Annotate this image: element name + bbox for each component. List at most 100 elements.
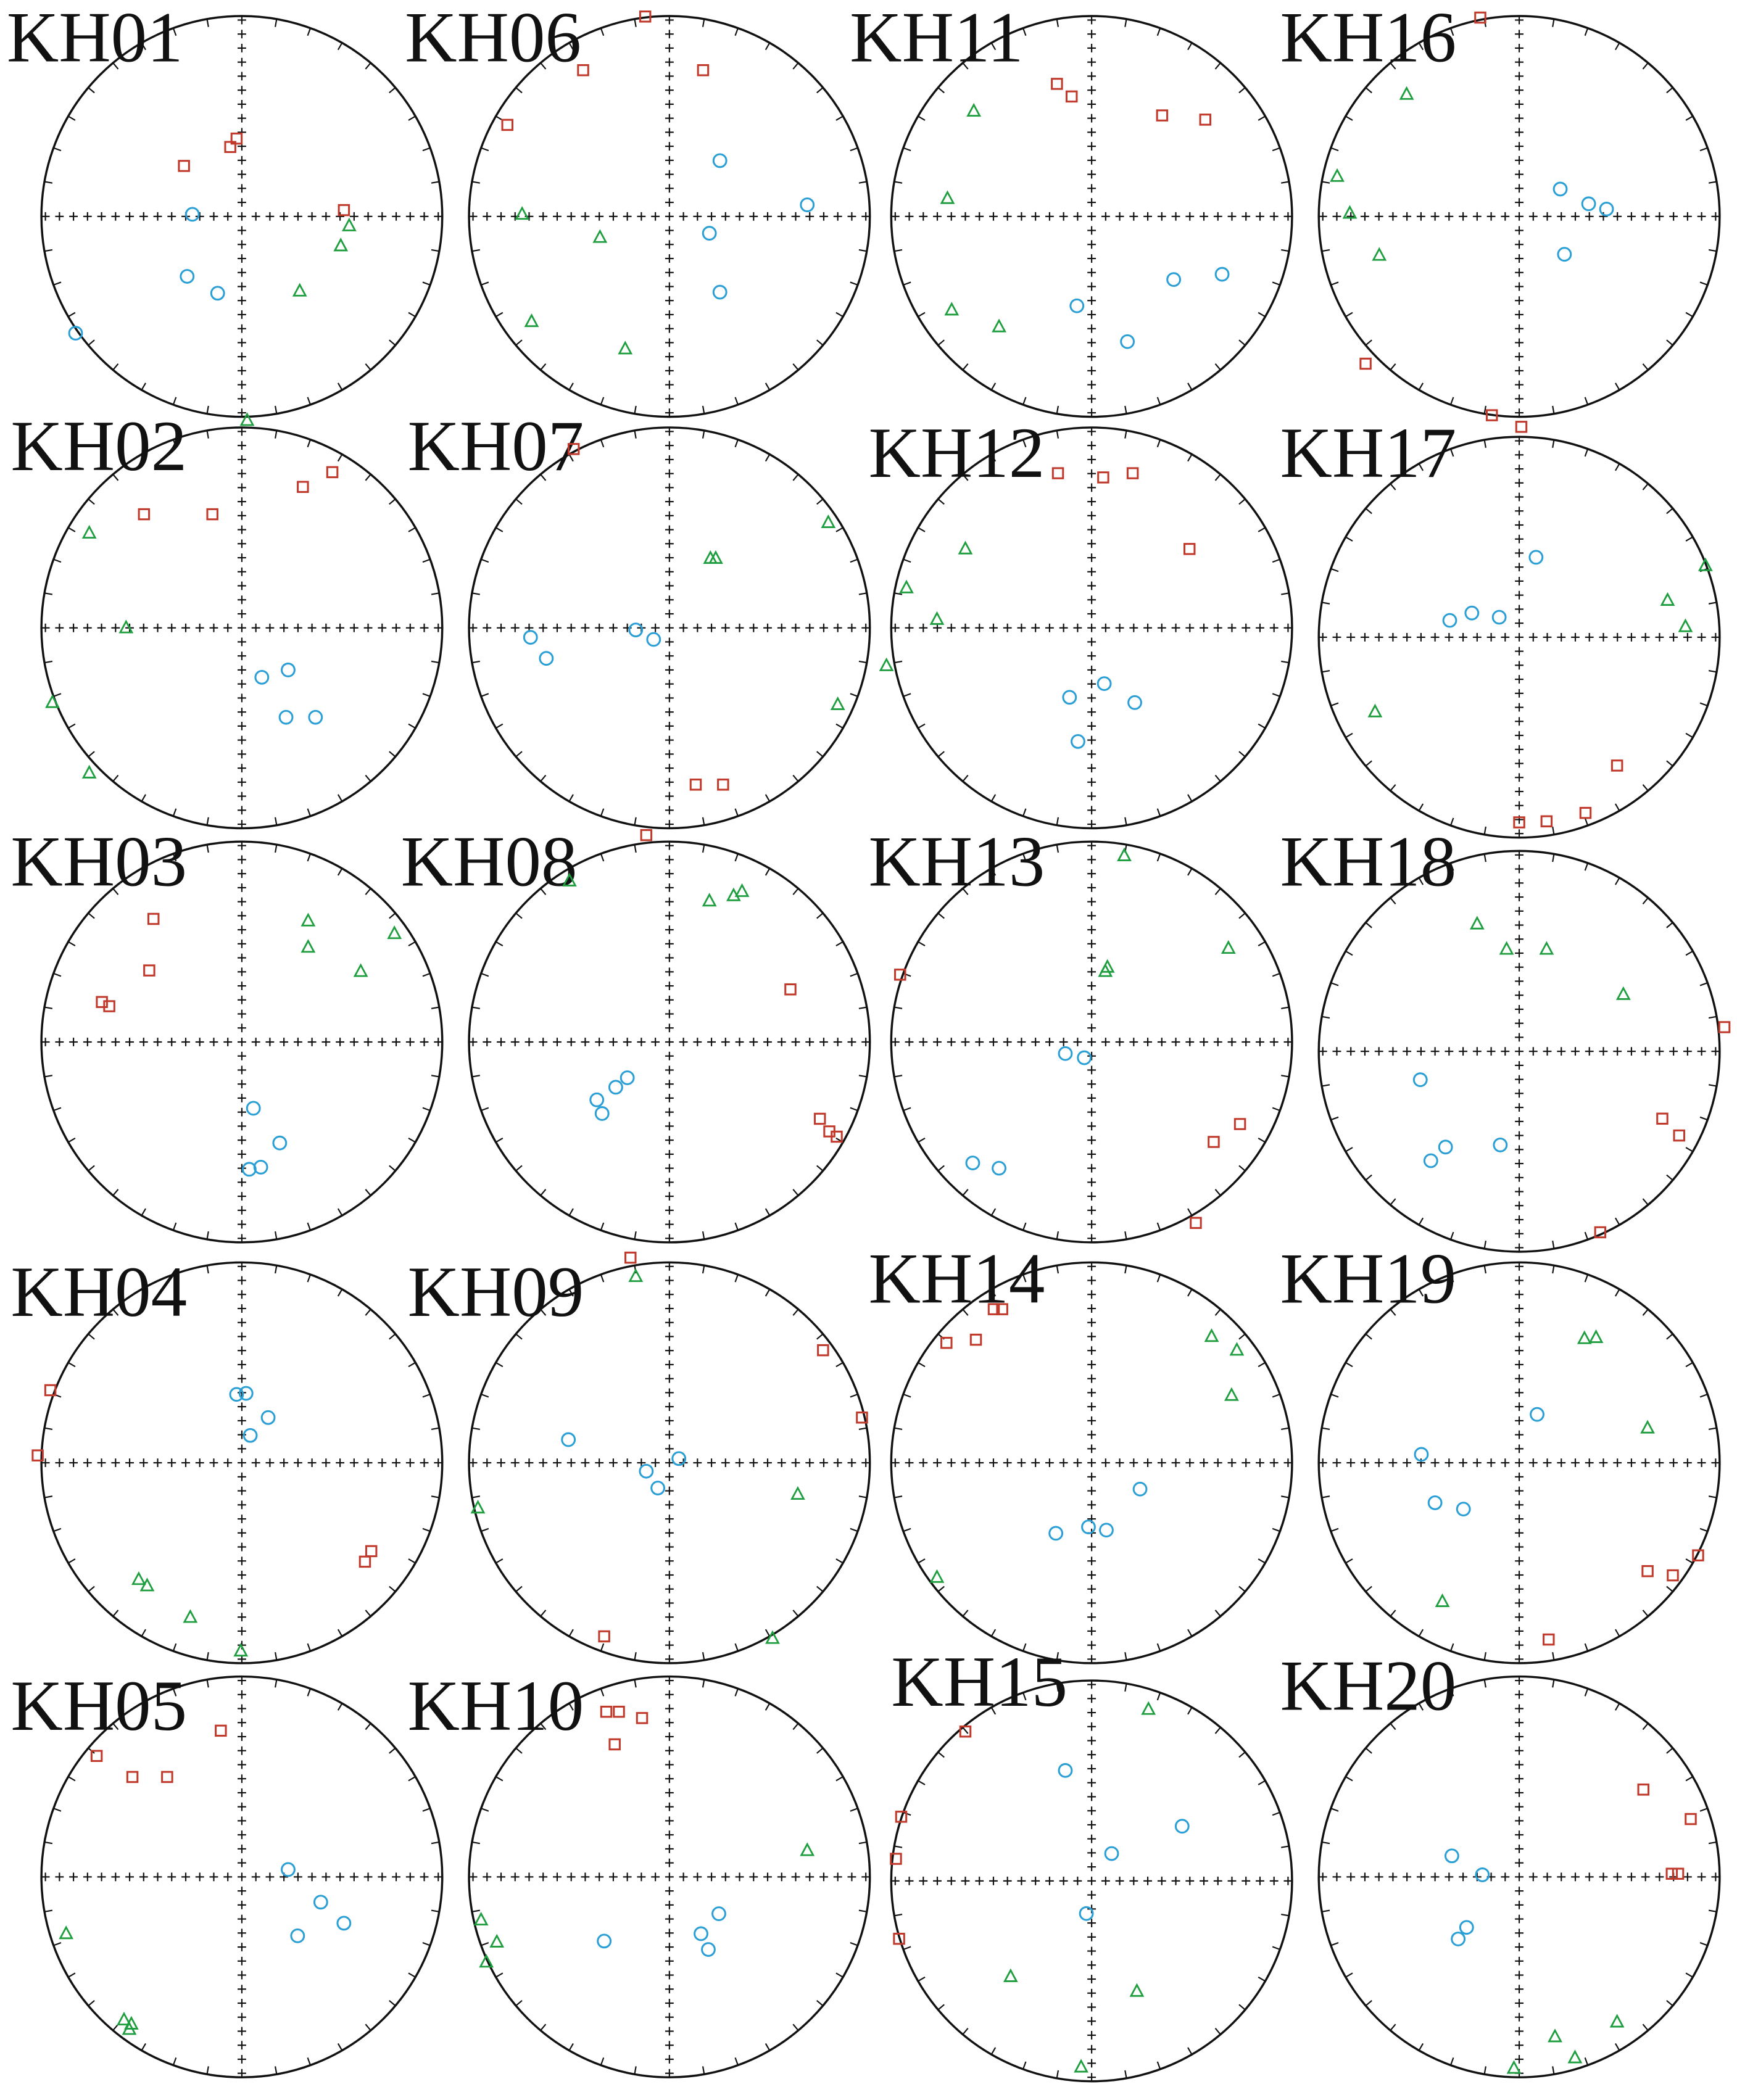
stereonet-kh10: KH10 [407,1666,871,2078]
square-marker [501,118,513,131]
rim-tick [918,527,926,532]
circle-marker [180,269,195,284]
rim-tick [275,844,278,853]
square-marker [1641,1565,1654,1577]
rim-tick [634,817,637,825]
circle-marker [1459,1920,1474,1935]
triangle-marker [1342,205,1358,219]
rim-tick [990,453,997,462]
rim-tick [431,1006,439,1009]
rim-tick [990,2047,997,2055]
rim-tick [515,1333,523,1340]
rim-tick [1281,181,1290,184]
circle-marker [68,326,83,341]
square-marker [639,10,652,23]
square-marker [890,1853,902,1865]
rim-tick [850,1527,858,1532]
rim-tick [1708,1427,1717,1431]
square-marker [326,466,339,479]
rim-tick [702,430,705,439]
circle-marker [1058,1046,1073,1061]
rim-tick [1483,1265,1486,1274]
rim-tick [1552,405,1555,414]
stereonet-kh17: KH17 [1280,413,1721,839]
square-marker [831,1130,843,1143]
rim-tick [540,888,547,895]
rim-tick [540,363,547,371]
rim-tick [568,1703,574,1711]
square-marker [1637,1784,1650,1796]
rim-tick [1156,1692,1161,1701]
stereonet-kh01: KH01 [7,0,444,426]
square-marker [959,1725,972,1738]
triangle-marker [1698,557,1713,571]
square-marker [1667,1569,1679,1582]
rim-tick [835,1776,844,1782]
rim-tick [471,249,480,252]
rim-tick [275,1651,278,1661]
square-marker [969,1333,982,1346]
rim-tick [141,453,146,462]
rim-tick [44,1427,53,1431]
square-marker [1199,114,1212,126]
rim-tick [894,249,903,252]
rim-tick [1365,87,1372,94]
rim-tick [1258,723,1266,729]
rim-tick [1390,784,1396,792]
square-marker [338,204,350,217]
rim-tick [408,1558,416,1564]
circle-marker [1099,1523,1114,1538]
rim-tick [68,1972,76,1978]
triangle-marker [81,764,97,779]
triangle-marker [1204,1328,1219,1342]
rim-tick [68,941,76,947]
rim-tick [1365,1999,1372,2006]
rim-tick [1390,1308,1396,1316]
circle-marker [561,1432,576,1447]
rim-tick [431,1075,439,1078]
rim-tick [481,147,489,152]
rim-tick [918,1558,926,1564]
rim-tick [1584,862,1589,871]
rim-tick [44,1909,53,1912]
rim-tick [1281,592,1290,595]
rim-tick [1685,1776,1693,1782]
rim-tick [1449,817,1454,826]
rim-tick [850,281,858,286]
rim-tick [1321,601,1330,605]
triangle-marker [1399,86,1414,100]
rim-tick [568,1629,574,1637]
rim-tick [962,1308,969,1316]
rim-tick [858,1427,867,1431]
rim-tick [53,693,62,697]
square-marker [297,481,309,493]
rim-tick [1418,463,1424,471]
rim-tick [600,2057,605,2065]
rim-tick [634,1679,637,1688]
rim-tick [540,62,547,70]
rim-tick [1449,1274,1454,1283]
circle-marker [1475,1867,1490,1882]
rim-tick [1330,568,1339,573]
rim-tick [1666,1585,1673,1592]
square-marker [206,508,218,521]
rim-tick [422,147,431,152]
square-marker [1692,1549,1704,1561]
rim-tick [937,912,945,919]
rim-tick [389,339,396,346]
rim-tick [1272,1811,1280,1816]
rim-tick [1584,1231,1589,1240]
rim-tick [44,249,53,252]
rim-tick [365,62,371,70]
rim-tick [1238,912,1246,919]
rim-tick [495,527,504,532]
rim-tick [1418,2043,1424,2051]
circle-marker [1062,690,1077,705]
panel-title: KH05 [10,1666,187,1746]
rim-tick [1321,1909,1330,1912]
rim-tick [702,19,705,27]
square-marker [813,1112,826,1125]
rim-tick [1330,1116,1339,1121]
rim-tick [471,1841,480,1845]
rim-tick [389,1999,396,2006]
